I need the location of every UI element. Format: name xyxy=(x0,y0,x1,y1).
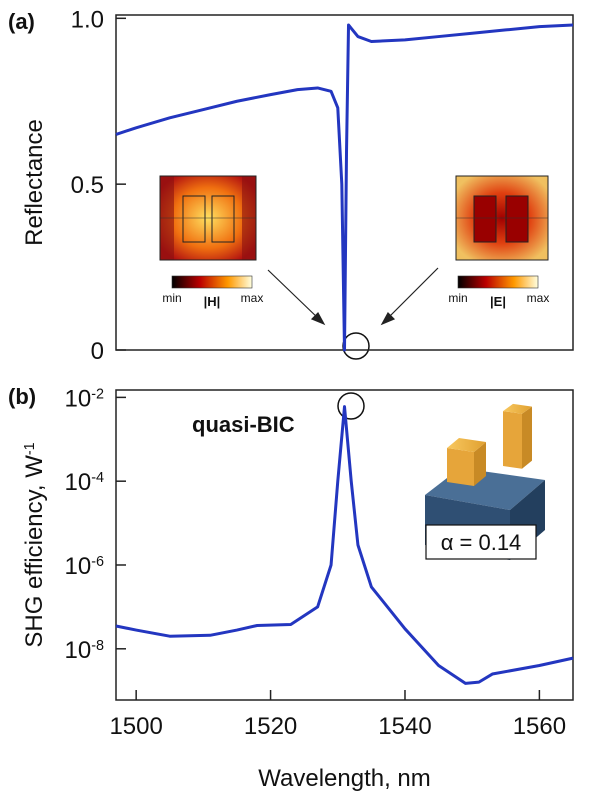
data-line xyxy=(115,23,574,352)
colorbar-max: max xyxy=(241,291,264,305)
y-tick-label: 10-8 xyxy=(65,637,105,664)
field-label: |E| xyxy=(490,294,506,309)
colorbar-max: max xyxy=(527,291,550,305)
y-tick-label: 1.0 xyxy=(71,6,104,33)
y-tick-label: 0 xyxy=(91,338,104,365)
colorbar-min: min xyxy=(162,291,181,305)
x-tick-label: 1520 xyxy=(244,713,297,740)
dip-circle xyxy=(342,332,370,360)
panel-label: (b) xyxy=(8,384,36,409)
plot-frame xyxy=(115,389,574,701)
inset-e-field xyxy=(455,175,549,289)
y-axis-label: SHG efficiency, W-1 xyxy=(21,442,48,647)
alpha-box xyxy=(425,524,537,560)
field-label: |H| xyxy=(204,294,221,309)
y-tick-label: 10-4 xyxy=(65,469,105,496)
peak-circle xyxy=(337,392,365,420)
arrows xyxy=(267,267,439,326)
x-tick-label: 1540 xyxy=(378,713,431,740)
x-axis-label: Wavelength, nm xyxy=(258,765,431,792)
inset-h-field xyxy=(159,175,257,289)
x-tick-label: 1560 xyxy=(513,713,566,740)
peak-label: quasi-BIC xyxy=(192,412,295,437)
x-tick-label: 1500 xyxy=(109,713,162,740)
y-tick-label: 10-6 xyxy=(65,553,105,580)
y-tick-label: 10-2 xyxy=(65,385,105,412)
panel-label: (a) xyxy=(8,9,35,34)
data-line xyxy=(115,405,574,685)
y-axis-label: Reflectance xyxy=(21,119,48,246)
colorbar-min: min xyxy=(448,291,467,305)
y-tick-label: 0.5 xyxy=(71,172,104,199)
alpha-label: α = 0.14 xyxy=(441,530,522,555)
